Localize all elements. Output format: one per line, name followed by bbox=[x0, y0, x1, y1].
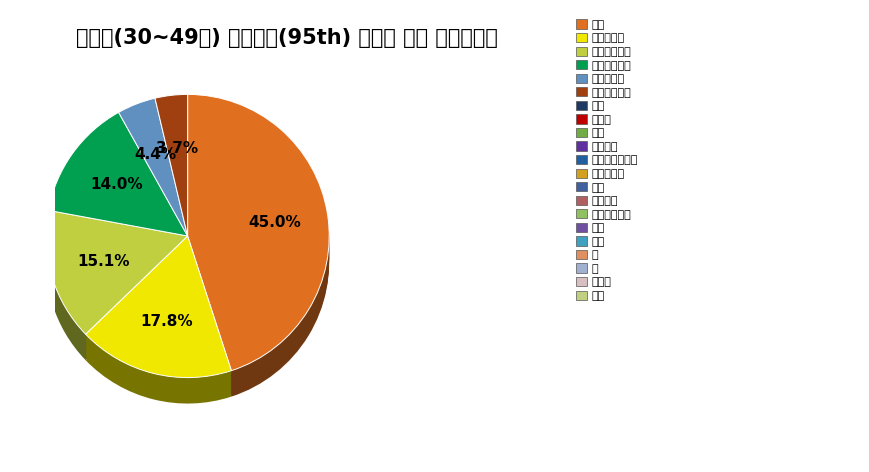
Wedge shape bbox=[155, 120, 188, 262]
Wedge shape bbox=[46, 232, 188, 356]
Wedge shape bbox=[49, 138, 188, 262]
Wedge shape bbox=[188, 118, 328, 395]
Wedge shape bbox=[188, 114, 328, 390]
Wedge shape bbox=[155, 118, 188, 260]
Wedge shape bbox=[118, 107, 188, 244]
Wedge shape bbox=[188, 103, 328, 379]
Wedge shape bbox=[49, 132, 188, 255]
Wedge shape bbox=[118, 105, 188, 243]
Wedge shape bbox=[49, 127, 188, 251]
Wedge shape bbox=[85, 249, 231, 390]
Wedge shape bbox=[85, 262, 231, 404]
Text: 전국민(30~49세) 극단섭취(95th) 식품별 퓨란 노출기여도: 전국민(30~49세) 극단섭취(95th) 식품별 퓨란 노출기여도 bbox=[76, 28, 497, 48]
Text: 3.7%: 3.7% bbox=[156, 141, 198, 156]
Wedge shape bbox=[155, 110, 188, 251]
Wedge shape bbox=[188, 112, 328, 388]
Wedge shape bbox=[155, 112, 188, 253]
Wedge shape bbox=[49, 121, 188, 244]
Wedge shape bbox=[188, 108, 328, 384]
Wedge shape bbox=[85, 240, 231, 382]
Wedge shape bbox=[46, 228, 188, 352]
Wedge shape bbox=[155, 94, 188, 236]
Wedge shape bbox=[118, 116, 188, 253]
Wedge shape bbox=[188, 94, 328, 371]
Wedge shape bbox=[188, 99, 328, 375]
Wedge shape bbox=[46, 219, 188, 343]
Wedge shape bbox=[188, 110, 328, 386]
Wedge shape bbox=[49, 134, 188, 258]
Wedge shape bbox=[155, 97, 188, 238]
Wedge shape bbox=[118, 120, 188, 258]
Wedge shape bbox=[118, 111, 188, 249]
Wedge shape bbox=[46, 211, 188, 334]
Wedge shape bbox=[49, 123, 188, 247]
Wedge shape bbox=[46, 215, 188, 338]
Wedge shape bbox=[118, 98, 188, 236]
Wedge shape bbox=[46, 212, 188, 337]
Wedge shape bbox=[188, 105, 328, 381]
Wedge shape bbox=[49, 130, 188, 253]
Wedge shape bbox=[46, 226, 188, 349]
Wedge shape bbox=[155, 103, 188, 244]
Wedge shape bbox=[188, 97, 328, 373]
Wedge shape bbox=[85, 260, 231, 401]
Wedge shape bbox=[85, 253, 231, 395]
Wedge shape bbox=[85, 255, 231, 397]
Wedge shape bbox=[49, 119, 188, 243]
Wedge shape bbox=[118, 101, 188, 238]
Wedge shape bbox=[46, 236, 188, 360]
Text: 4.4%: 4.4% bbox=[135, 147, 176, 162]
Wedge shape bbox=[155, 108, 188, 249]
Wedge shape bbox=[188, 116, 328, 392]
Wedge shape bbox=[46, 234, 188, 358]
Wedge shape bbox=[46, 221, 188, 345]
Wedge shape bbox=[118, 122, 188, 260]
Wedge shape bbox=[49, 115, 188, 238]
Text: 14.0%: 14.0% bbox=[90, 177, 143, 193]
Wedge shape bbox=[155, 101, 188, 243]
Wedge shape bbox=[85, 258, 231, 399]
Wedge shape bbox=[155, 105, 188, 247]
Wedge shape bbox=[155, 114, 188, 255]
Wedge shape bbox=[46, 217, 188, 341]
Wedge shape bbox=[85, 236, 231, 378]
Legend: 소스, 과일통조림, 인스턴트커피, 수산물통조림, 당류가공품, 채소류통조림, 분유, 이유식, 음료, 과일주스, 곡류두류통조림, 육류통조림, 스프,: 소스, 과일통조림, 인스턴트커피, 수산물통조림, 당류가공품, 채소류통조림… bbox=[570, 15, 641, 305]
Wedge shape bbox=[118, 109, 188, 247]
Wedge shape bbox=[85, 247, 231, 388]
Wedge shape bbox=[85, 244, 231, 386]
Wedge shape bbox=[46, 230, 188, 354]
Wedge shape bbox=[85, 238, 231, 380]
Text: 17.8%: 17.8% bbox=[140, 314, 192, 329]
Wedge shape bbox=[118, 124, 188, 262]
Text: 45.0%: 45.0% bbox=[248, 215, 301, 230]
Wedge shape bbox=[49, 112, 188, 236]
Wedge shape bbox=[155, 99, 188, 240]
Wedge shape bbox=[118, 102, 188, 240]
Wedge shape bbox=[49, 136, 188, 260]
Wedge shape bbox=[46, 223, 188, 347]
Wedge shape bbox=[85, 243, 231, 384]
Text: 15.1%: 15.1% bbox=[77, 254, 129, 269]
Wedge shape bbox=[85, 251, 231, 393]
Wedge shape bbox=[188, 101, 328, 377]
Wedge shape bbox=[118, 118, 188, 255]
Wedge shape bbox=[188, 120, 328, 396]
Wedge shape bbox=[118, 113, 188, 251]
Wedge shape bbox=[49, 126, 188, 249]
Wedge shape bbox=[49, 117, 188, 240]
Wedge shape bbox=[155, 116, 188, 258]
